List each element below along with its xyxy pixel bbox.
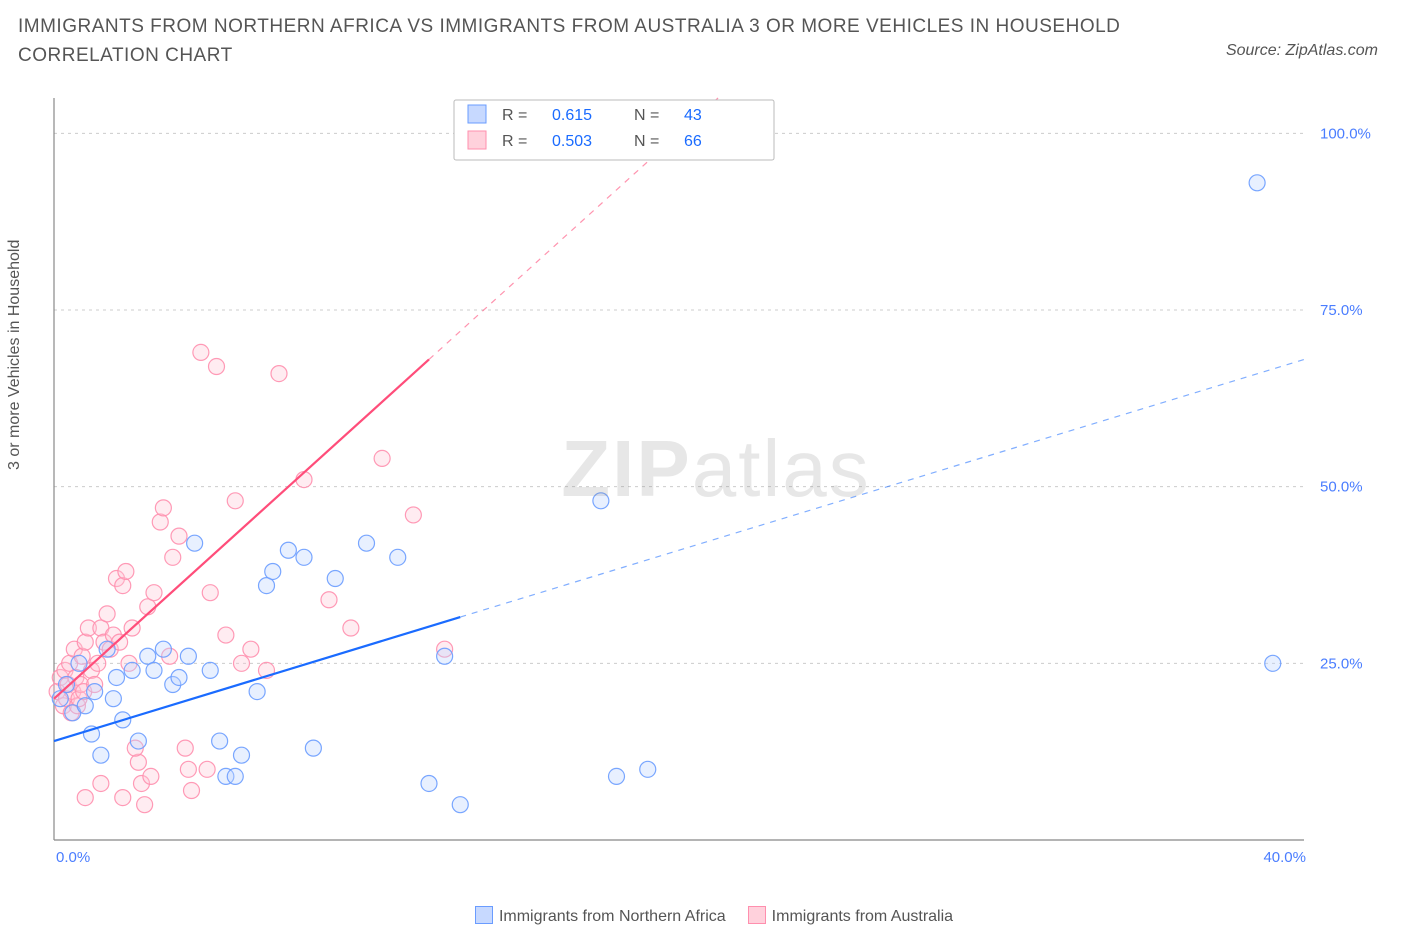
scatter-point xyxy=(421,775,437,791)
scatter-point xyxy=(180,761,196,777)
scatter-point xyxy=(165,549,181,565)
scatter-point xyxy=(243,641,259,657)
scatter-point xyxy=(202,585,218,601)
scatter-point xyxy=(199,761,215,777)
scatter-point xyxy=(59,677,75,693)
source-label: Source: ZipAtlas.com xyxy=(1226,42,1378,60)
scatter-point xyxy=(155,500,171,516)
scatter-point xyxy=(227,493,243,509)
scatter-point xyxy=(405,507,421,523)
scatter-point xyxy=(180,648,196,664)
scatter-point xyxy=(343,620,359,636)
y-tick-label: 100.0% xyxy=(1320,125,1371,142)
scatter-point xyxy=(109,669,125,685)
scatter-point xyxy=(115,578,131,594)
scatter-point xyxy=(115,790,131,806)
scatter-point xyxy=(155,641,171,657)
chart-title: IMMIGRANTS FROM NORTHERN AFRICA VS IMMIG… xyxy=(18,12,1146,71)
stats-r-label: R = xyxy=(502,107,527,124)
scatter-point xyxy=(130,754,146,770)
scatter-point xyxy=(187,535,203,551)
scatter-point xyxy=(327,571,343,587)
scatter-point xyxy=(265,563,281,579)
scatter-point xyxy=(146,585,162,601)
stats-r-value: 0.615 xyxy=(552,107,592,124)
scatter-point xyxy=(143,768,159,784)
stats-n-label: N = xyxy=(634,107,659,124)
scatter-point xyxy=(359,535,375,551)
scatter-point xyxy=(1249,175,1265,191)
scatter-point xyxy=(212,733,228,749)
scatter-point xyxy=(124,662,140,678)
stats-n-value: 43 xyxy=(684,107,702,124)
y-tick-label: 25.0% xyxy=(1320,655,1363,672)
x-axis-legend: Immigrants from Northern Africa Immigrant… xyxy=(0,906,1406,926)
scatter-point xyxy=(609,768,625,784)
legend-swatch xyxy=(748,906,766,924)
scatter-point xyxy=(193,344,209,360)
scatter-point xyxy=(271,366,287,382)
scatter-point xyxy=(390,549,406,565)
scatter-point xyxy=(93,775,109,791)
scatter-point xyxy=(118,563,134,579)
stats-swatch xyxy=(468,131,486,149)
y-tick-label: 50.0% xyxy=(1320,479,1363,496)
scatter-point xyxy=(227,768,243,784)
scatter-point xyxy=(77,698,93,714)
x-tick-label: 40.0% xyxy=(1263,849,1306,866)
scatter-point xyxy=(146,662,162,678)
scatter-point xyxy=(177,740,193,756)
stats-r-label: R = xyxy=(502,133,527,150)
y-axis-label: 3 or more Vehicles in Household xyxy=(6,240,24,470)
scatter-point xyxy=(87,684,103,700)
scatter-plot: ZIPatlas 25.0%50.0%75.0%100.0%0.0%40.0%R… xyxy=(48,90,1384,880)
scatter-point xyxy=(77,790,93,806)
scatter-point xyxy=(280,542,296,558)
scatter-point xyxy=(452,797,468,813)
stats-n-value: 66 xyxy=(684,133,702,150)
scatter-point xyxy=(137,797,153,813)
trend-line-extrapolated xyxy=(460,359,1304,617)
scatter-point xyxy=(93,747,109,763)
scatter-point xyxy=(209,359,225,375)
scatter-point xyxy=(184,783,200,799)
scatter-point xyxy=(171,528,187,544)
legend-swatch xyxy=(475,906,493,924)
scatter-point xyxy=(130,733,146,749)
chart-svg: 25.0% 50.0% 75.0% 100.0% 0.0% 40.0% R = 0.615 N … xyxy=(48,90,1384,880)
scatter-point xyxy=(234,747,250,763)
scatter-point xyxy=(202,662,218,678)
stats-n-label: N = xyxy=(634,133,659,150)
scatter-point xyxy=(71,655,87,671)
scatter-point xyxy=(105,691,121,707)
scatter-point xyxy=(640,761,656,777)
scatter-point xyxy=(437,648,453,664)
legend-label: Immigrants from Northern Africa xyxy=(499,908,726,925)
scatter-point xyxy=(374,450,390,466)
scatter-point xyxy=(234,655,250,671)
scatter-point xyxy=(171,669,187,685)
scatter-point xyxy=(218,627,234,643)
y-tick-label: 75.0% xyxy=(1320,302,1363,319)
scatter-point xyxy=(305,740,321,756)
scatter-point xyxy=(99,606,115,622)
scatter-point xyxy=(77,634,93,650)
x-tick-label: 0.0% xyxy=(56,849,90,866)
scatter-point xyxy=(321,592,337,608)
stats-r-value: 0.503 xyxy=(552,133,592,150)
scatter-point xyxy=(296,549,312,565)
trend-line xyxy=(54,359,429,698)
legend-label: Immigrants from Australia xyxy=(772,908,953,925)
scatter-point xyxy=(249,684,265,700)
scatter-point xyxy=(1265,655,1281,671)
stats-swatch xyxy=(468,105,486,123)
scatter-point xyxy=(152,514,168,530)
scatter-point xyxy=(593,493,609,509)
